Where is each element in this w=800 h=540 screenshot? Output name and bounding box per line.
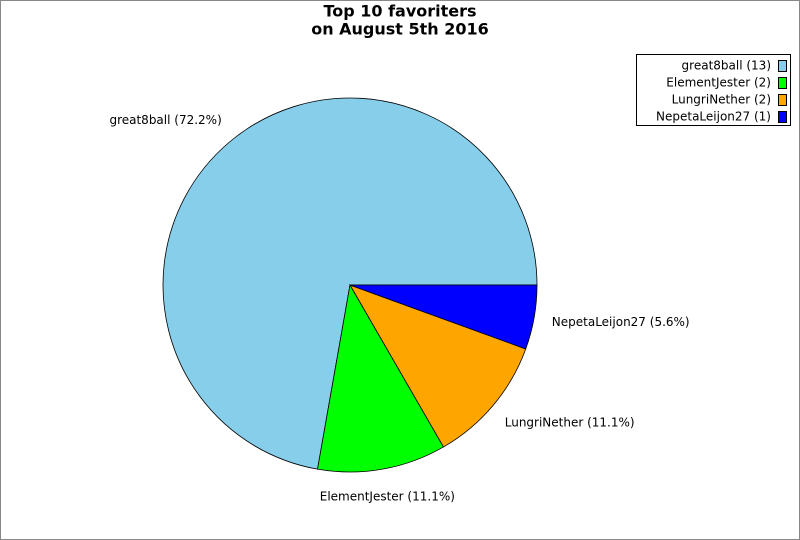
pie-slice [349, 284, 538, 350]
slice-label: NepetaLeijon27 (5.6%) [552, 315, 690, 329]
slice-label: LungriNether (11.1%) [505, 416, 635, 430]
legend-label: LungriNether (2) [672, 93, 771, 107]
slice-label: great8ball (72.2%) [109, 113, 221, 127]
pie-slice [317, 283, 445, 473]
legend-label: ElementJester (2) [666, 76, 771, 90]
legend-label: NepetaLeijon27 (1) [656, 110, 771, 124]
legend-swatch [778, 77, 787, 89]
pie-slice [349, 284, 527, 448]
slice-label: ElementJester (11.1%) [320, 489, 455, 503]
pie-slice [162, 97, 538, 470]
legend-swatch [778, 111, 787, 123]
legend-box [636, 54, 791, 126]
legend-swatch [778, 60, 787, 72]
legend-swatch [778, 94, 787, 106]
chart-title: Top 10 favoriters [323, 2, 476, 21]
legend-label: great8ball (13) [682, 59, 771, 73]
chart-subtitle: on August 5th 2016 [311, 20, 489, 39]
